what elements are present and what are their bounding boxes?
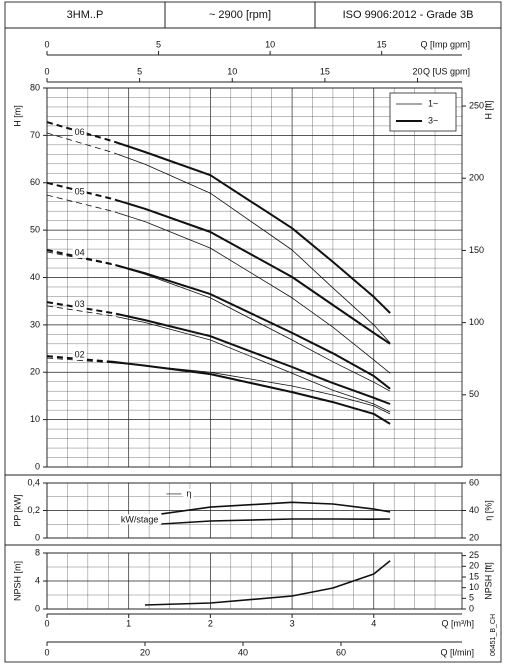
plot-frame <box>46 87 463 468</box>
y2-tick-label: 0 <box>469 603 474 613</box>
y-tick-label: 50 <box>30 225 40 235</box>
y2-tick-label: 20 <box>469 532 479 542</box>
x-bottom-tick-label: 0 <box>44 647 49 657</box>
stage-label: 03 <box>75 299 85 309</box>
stage-label-bg <box>72 187 87 198</box>
x-top-tick-label: 20 <box>413 66 423 76</box>
y-tick-label: 10 <box>30 414 40 424</box>
x-top-tick-label: 10 <box>265 39 275 49</box>
x-top-tick-label: 15 <box>320 66 330 76</box>
drawing-code: 06451_B_CH <box>490 614 497 656</box>
stage-label-bg <box>72 299 87 310</box>
label-bg <box>119 514 160 525</box>
x-top-tick-label: 10 <box>227 66 237 76</box>
y-tick-label: 80 <box>30 82 40 92</box>
y2-axis-label: H [ft] <box>483 100 493 119</box>
y2-tick-label: 5 <box>469 593 474 603</box>
stage-label-bg <box>72 127 87 138</box>
x-bottom-tick-label: 20 <box>140 647 150 657</box>
y-axis-label: PP [kW] <box>12 494 22 526</box>
model: 3HM..P <box>67 9 104 21</box>
stage-label: 05 <box>75 187 85 197</box>
y2-tick-label: 15 <box>469 571 479 581</box>
standard: ISO 9906:2012 - Grade 3B <box>343 9 474 21</box>
head-curve <box>46 301 391 405</box>
y2-tick-label: 25 <box>469 550 479 560</box>
x-axis-label: Q [m³/h] <box>441 618 474 628</box>
panel-frame <box>4 544 502 663</box>
y-axis-label: H [m] <box>12 105 22 127</box>
head-curve <box>46 181 391 345</box>
y2-tick-label: 40 <box>469 505 479 515</box>
stage-label: 02 <box>75 349 85 359</box>
x-top-tick-label: 5 <box>156 39 161 49</box>
y-tick-label: 70 <box>30 130 40 140</box>
y2-axis-label: NPSH [ft] <box>483 562 493 600</box>
x-tick-label: 1 <box>126 618 131 628</box>
y-tick-label: 0,2 <box>27 505 40 515</box>
y-tick-label: 0 <box>35 461 40 471</box>
y-tick-label: 40 <box>30 272 40 282</box>
y-tick-label: 0 <box>35 532 40 542</box>
y2-axis-label: η [%] <box>483 500 493 521</box>
plot-frame <box>46 482 463 539</box>
y2-tick-label: 100 <box>469 317 484 327</box>
x-top-axis-label: Q [Imp gpm] <box>420 39 470 49</box>
legend-label: 1~ <box>428 98 438 108</box>
x-tick-label: 4 <box>371 618 376 628</box>
y2-tick-label: 60 <box>469 477 479 487</box>
x-bottom-axis-label: Q [l/min] <box>440 647 474 657</box>
plot-frame <box>46 552 463 610</box>
y-tick-label: 30 <box>30 319 40 329</box>
stage-label: 04 <box>75 247 85 257</box>
legend-label: 3~ <box>428 115 438 125</box>
stage-label-bg <box>72 247 87 258</box>
x-top-tick-label: 15 <box>377 39 387 49</box>
y-tick-label: 4 <box>35 575 40 585</box>
x-top-tick-label: 5 <box>137 66 142 76</box>
head-curve <box>46 355 391 425</box>
head-curve <box>46 132 391 344</box>
x-bottom-tick-label: 60 <box>336 647 346 657</box>
y-tick-label: 20 <box>30 367 40 377</box>
label-bg <box>183 488 194 499</box>
curve <box>161 501 391 515</box>
x-bottom-tick-label: 40 <box>238 647 248 657</box>
y2-tick-label: 150 <box>469 245 484 255</box>
curve <box>161 518 391 525</box>
y-tick-label: 0 <box>35 603 40 613</box>
y2-tick-label: 20 <box>469 561 479 571</box>
y2-tick-label: 50 <box>469 389 479 399</box>
y-axis-label: NPSH [m] <box>12 561 22 601</box>
y2-tick-label: 10 <box>469 582 479 592</box>
head-curve <box>46 121 391 314</box>
x-top-tick-label: 0 <box>44 39 49 49</box>
x-tick-label: 2 <box>208 618 213 628</box>
curve <box>144 560 391 606</box>
head-curve <box>46 249 391 390</box>
series-label: kW/stage <box>121 514 159 524</box>
x-top-axis-label: Q [US gpm] <box>423 66 470 76</box>
stage-label-bg <box>72 349 87 360</box>
x-tick-label: 3 <box>290 618 295 628</box>
stage-label: 06 <box>75 127 85 137</box>
head-curve <box>46 194 391 374</box>
x-top-tick-label: 0 <box>44 66 49 76</box>
y2-tick-label: 250 <box>469 100 484 110</box>
y-tick-label: 8 <box>35 547 40 557</box>
y2-tick-label: 200 <box>469 173 484 183</box>
x-tick-label: 0 <box>44 618 49 628</box>
y-tick-label: 60 <box>30 177 40 187</box>
legend-box <box>389 92 457 132</box>
speed: ~ 2900 [rpm] <box>209 9 271 21</box>
series-label: η <box>186 488 191 498</box>
head-curve <box>46 305 391 413</box>
y-tick-label: 0,4 <box>27 477 40 487</box>
